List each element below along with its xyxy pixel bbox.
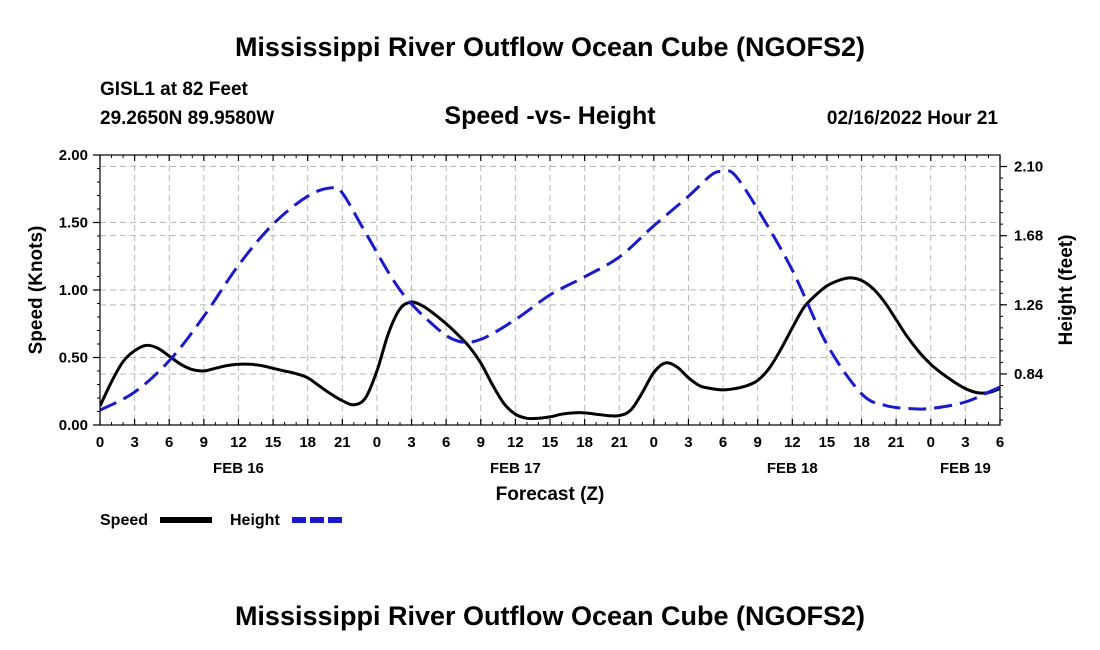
x-tick-label: 21 bbox=[888, 434, 905, 451]
x-tick-label: 6 bbox=[165, 434, 173, 451]
station-label: GISL1 at 82 Feet bbox=[100, 79, 249, 100]
x-tick-label: 0 bbox=[927, 434, 935, 451]
forecast-datetime: 02/16/2022 Hour 21 bbox=[827, 108, 999, 129]
x-axis-label: Forecast (Z) bbox=[496, 484, 605, 505]
day-label: FEB 17 bbox=[490, 460, 541, 477]
axis-ticks: 0 3 6 9 12 15 18 21 0 3 6 9 12 15 18 21 0 3 6 9 12 15 18 21 0 3 6F… bbox=[59, 147, 1044, 477]
y-left-tick-label: 0.50 bbox=[59, 350, 88, 367]
legend: Speed Height bbox=[100, 512, 342, 529]
x-tick-label: 9 bbox=[477, 434, 485, 451]
x-tick-label: 12 bbox=[507, 434, 524, 451]
legend-height-label: Height bbox=[230, 512, 280, 529]
x-tick-label: 0 bbox=[373, 434, 381, 451]
y-left-tick-label: 2.00 bbox=[59, 147, 88, 164]
day-label: FEB 16 bbox=[213, 460, 264, 477]
x-tick-label: 9 bbox=[200, 434, 208, 451]
y-left-tick-label: 1.00 bbox=[59, 282, 88, 299]
x-tick-label: 18 bbox=[853, 434, 870, 451]
day-label: FEB 18 bbox=[767, 460, 818, 477]
x-tick-label: 3 bbox=[130, 434, 138, 451]
chart-title: Mississippi River Outflow Ocean Cube (NG… bbox=[235, 32, 865, 62]
day-label: FEB 19 bbox=[940, 460, 991, 477]
x-tick-label: 15 bbox=[542, 434, 559, 451]
x-tick-label: 3 bbox=[961, 434, 969, 451]
x-tick-label: 15 bbox=[819, 434, 836, 451]
x-tick-label: 6 bbox=[442, 434, 450, 451]
y-left-tick-label: 0.00 bbox=[59, 417, 88, 434]
x-tick-label: 3 bbox=[407, 434, 415, 451]
y-axis-right-label: Height (feet) bbox=[1056, 235, 1077, 346]
series-speed-line bbox=[100, 276, 1000, 421]
x-tick-label: 0 bbox=[650, 434, 658, 451]
x-tick-label: 21 bbox=[611, 434, 628, 451]
x-tick-label: 9 bbox=[754, 434, 762, 451]
x-tick-label: 3 bbox=[684, 434, 692, 451]
x-tick-label: 21 bbox=[334, 434, 351, 451]
series-height-line bbox=[100, 169, 1000, 412]
y-right-tick-label: 0.84 bbox=[1014, 366, 1044, 383]
x-tick-label: 6 bbox=[996, 434, 1004, 451]
footer-title: Mississippi River Outflow Ocean Cube (NG… bbox=[235, 601, 865, 631]
y-right-tick-label: 1.68 bbox=[1014, 228, 1043, 245]
legend-speed-label: Speed bbox=[100, 512, 148, 529]
coordinates-label: 29.2650N 89.9580W bbox=[100, 108, 274, 129]
y-right-tick-label: 1.26 bbox=[1014, 297, 1043, 314]
y-right-tick-label: 2.10 bbox=[1014, 159, 1043, 176]
x-tick-label: 0 bbox=[96, 434, 104, 451]
x-tick-label: 18 bbox=[299, 434, 316, 451]
x-tick-label: 12 bbox=[784, 434, 801, 451]
x-tick-label: 12 bbox=[230, 434, 247, 451]
y-left-tick-label: 1.50 bbox=[59, 215, 88, 232]
x-tick-label: 6 bbox=[719, 434, 727, 451]
x-tick-label: 15 bbox=[265, 434, 282, 451]
x-tick-label: 18 bbox=[576, 434, 593, 451]
grid-lines bbox=[100, 155, 1000, 425]
y-axis-left-label: Speed (Knots) bbox=[26, 226, 47, 355]
chart-subtitle: Speed -vs- Height bbox=[444, 102, 656, 130]
series-layer bbox=[100, 169, 1000, 421]
